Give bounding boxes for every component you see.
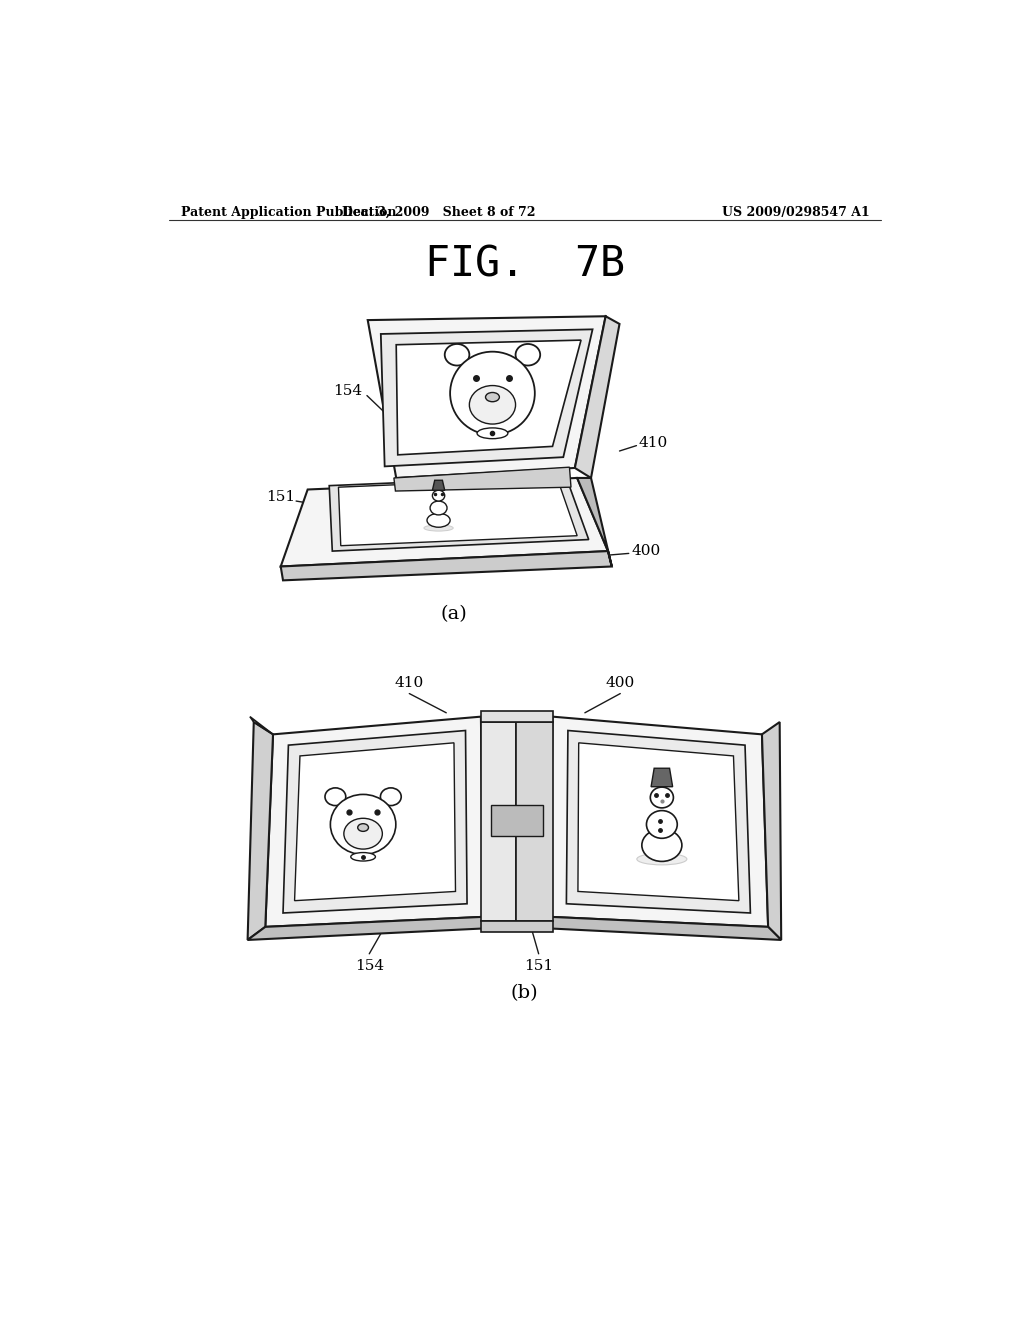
Text: US 2009/0298547 A1: US 2009/0298547 A1 bbox=[722, 206, 869, 219]
Ellipse shape bbox=[357, 824, 369, 832]
Text: (b): (b) bbox=[511, 983, 539, 1002]
Polygon shape bbox=[381, 330, 593, 466]
Polygon shape bbox=[281, 478, 608, 566]
Ellipse shape bbox=[477, 428, 508, 438]
Polygon shape bbox=[566, 730, 751, 913]
Polygon shape bbox=[651, 768, 673, 787]
Text: 154: 154 bbox=[354, 960, 384, 973]
Ellipse shape bbox=[381, 788, 401, 805]
Ellipse shape bbox=[344, 818, 382, 849]
Ellipse shape bbox=[444, 345, 469, 366]
Text: Patent Application Publication: Patent Application Publication bbox=[180, 206, 396, 219]
Text: 400: 400 bbox=[631, 544, 660, 558]
Ellipse shape bbox=[469, 385, 515, 424]
Ellipse shape bbox=[642, 829, 682, 862]
Polygon shape bbox=[549, 917, 781, 940]
Polygon shape bbox=[295, 743, 456, 900]
Text: Dec. 3, 2009   Sheet 8 of 72: Dec. 3, 2009 Sheet 8 of 72 bbox=[342, 206, 536, 219]
Polygon shape bbox=[578, 743, 739, 900]
Polygon shape bbox=[339, 478, 578, 545]
Text: 151: 151 bbox=[524, 960, 553, 973]
Ellipse shape bbox=[351, 853, 376, 861]
Ellipse shape bbox=[432, 490, 444, 502]
Polygon shape bbox=[248, 917, 484, 940]
Polygon shape bbox=[283, 730, 467, 913]
Text: (a): (a) bbox=[440, 605, 467, 623]
Polygon shape bbox=[574, 317, 620, 478]
Text: 410: 410 bbox=[394, 676, 424, 689]
Ellipse shape bbox=[430, 502, 447, 515]
Text: 400: 400 bbox=[605, 676, 635, 689]
Ellipse shape bbox=[515, 345, 541, 366]
Polygon shape bbox=[250, 717, 273, 734]
Polygon shape bbox=[330, 475, 589, 552]
Text: 151: 151 bbox=[266, 490, 295, 504]
Ellipse shape bbox=[646, 810, 677, 838]
Ellipse shape bbox=[424, 525, 454, 531]
Polygon shape bbox=[515, 722, 553, 921]
Polygon shape bbox=[481, 722, 515, 921]
Polygon shape bbox=[396, 341, 581, 455]
Polygon shape bbox=[368, 317, 605, 478]
Ellipse shape bbox=[485, 392, 500, 401]
Ellipse shape bbox=[451, 351, 535, 434]
Polygon shape bbox=[550, 717, 768, 927]
Ellipse shape bbox=[650, 787, 674, 808]
Polygon shape bbox=[762, 722, 781, 940]
Polygon shape bbox=[281, 552, 611, 581]
Polygon shape bbox=[481, 711, 553, 722]
Text: 154: 154 bbox=[333, 384, 362, 397]
Polygon shape bbox=[432, 480, 444, 490]
Polygon shape bbox=[578, 478, 611, 566]
Polygon shape bbox=[481, 921, 553, 932]
Ellipse shape bbox=[637, 853, 687, 865]
Text: 410: 410 bbox=[639, 437, 668, 450]
Ellipse shape bbox=[331, 795, 396, 854]
Polygon shape bbox=[394, 467, 571, 491]
Ellipse shape bbox=[427, 513, 451, 527]
Ellipse shape bbox=[325, 788, 346, 805]
Polygon shape bbox=[248, 722, 273, 940]
Polygon shape bbox=[490, 805, 544, 836]
Text: FIG.  7B: FIG. 7B bbox=[425, 243, 625, 285]
Polygon shape bbox=[265, 717, 483, 927]
